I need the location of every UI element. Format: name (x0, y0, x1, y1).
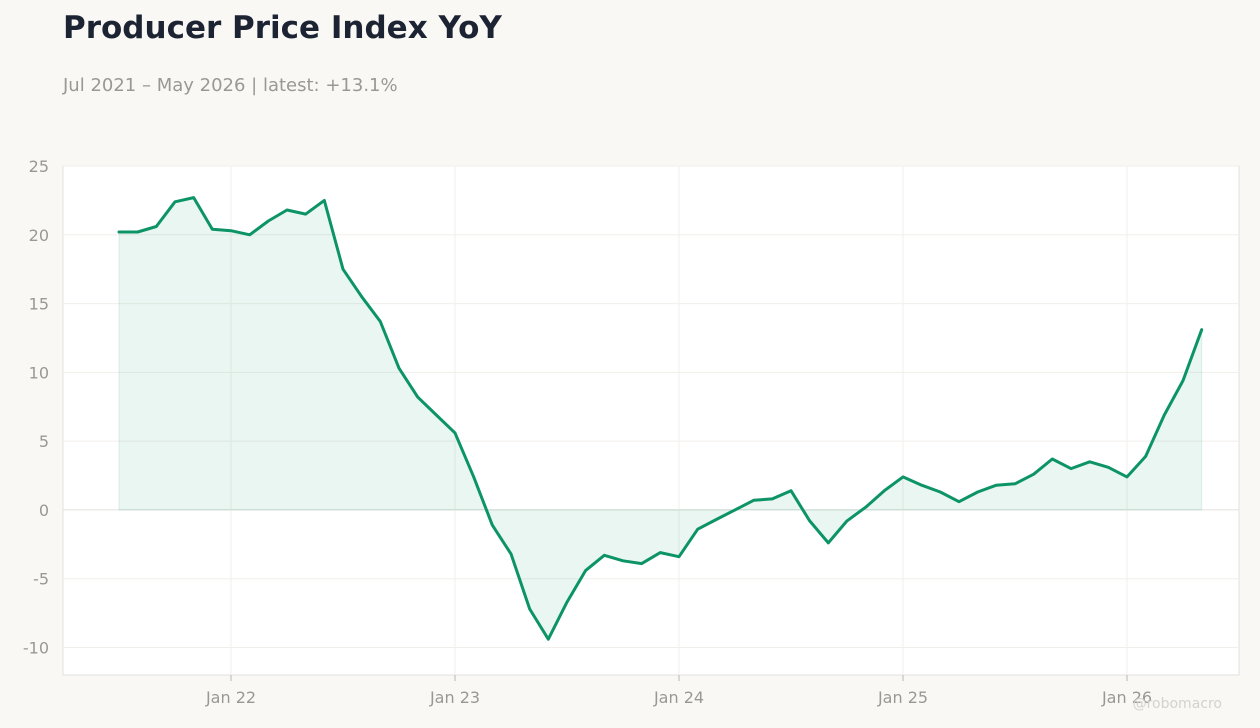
data-point (1125, 475, 1129, 479)
data-point (509, 552, 513, 556)
data-point (285, 208, 289, 212)
data-point (528, 607, 531, 611)
data-point (584, 569, 587, 572)
data-point (229, 229, 233, 232)
x-axis: Jan 22 Jan 23 Jan 24 Jan 25 Jan 26 (205, 675, 1152, 707)
data-point (640, 562, 643, 565)
x-tick-label: Jan 23 (429, 688, 480, 707)
y-tick-label: 15 (29, 295, 49, 314)
data-point (603, 554, 606, 557)
data-point (733, 508, 737, 512)
data-point (1200, 328, 1203, 331)
y-tick-label: 0 (39, 501, 49, 520)
data-point (248, 233, 251, 236)
data-point (1051, 457, 1054, 461)
data-point (677, 555, 681, 558)
data-point (1163, 413, 1166, 417)
data-point (435, 413, 438, 417)
data-point (939, 490, 942, 494)
y-tick-label: 10 (29, 363, 49, 382)
y-tick-label: 5 (39, 432, 49, 451)
data-point (379, 320, 382, 323)
data-point (304, 212, 307, 216)
data-point (491, 523, 494, 527)
data-point (976, 490, 979, 494)
data-point (211, 228, 214, 231)
data-point (267, 219, 270, 223)
data-point (136, 230, 139, 234)
data-point (752, 499, 755, 502)
y-tick-label: -10 (23, 638, 49, 657)
data-point (1144, 455, 1147, 458)
data-point (565, 600, 569, 604)
data-point (1032, 473, 1035, 476)
data-point (771, 497, 774, 501)
data-point (845, 519, 849, 523)
data-point (901, 475, 905, 479)
data-point (827, 541, 830, 545)
data-point (883, 489, 886, 492)
data-point (173, 200, 177, 203)
data-point (920, 484, 923, 487)
data-point (1181, 379, 1185, 382)
data-point (472, 475, 475, 479)
data-point (360, 295, 363, 298)
series-line-group (117, 196, 1204, 641)
data-point (397, 367, 401, 370)
data-point (789, 489, 793, 492)
data-point (808, 519, 811, 523)
data-point (715, 518, 718, 521)
data-point (1107, 466, 1110, 469)
data-point (341, 268, 345, 271)
data-point (547, 638, 550, 641)
data-point (1088, 460, 1091, 463)
data-point (117, 230, 121, 234)
data-point (1013, 482, 1017, 485)
x-tick-label: Jan 24 (653, 688, 704, 707)
x-tick-label: Jan 22 (205, 688, 256, 707)
data-point (1069, 467, 1073, 470)
data-point (696, 528, 699, 531)
data-point (155, 225, 158, 228)
y-tick-label: 20 (29, 226, 49, 245)
data-point (621, 559, 625, 562)
data-point (453, 431, 457, 435)
x-tick-label: Jan 26 (1101, 688, 1152, 707)
data-point (659, 551, 662, 554)
plot-area (62, 165, 1240, 676)
data-point (416, 395, 419, 399)
y-axis: -10 -5 0 5 10 15 20 25 (23, 157, 49, 657)
grid-lines (63, 165, 1239, 675)
watermark: @robomacro (1132, 696, 1222, 712)
x-tick-label: Jan 25 (877, 688, 928, 707)
chart-title: Producer Price Index YoY (63, 10, 502, 46)
data-point (192, 196, 195, 199)
y-tick-label: -5 (33, 570, 49, 589)
data-point (995, 484, 998, 487)
data-point (864, 506, 867, 509)
chart-subtitle: Jul 2021 – May 2026 | latest: +13.1% (63, 75, 398, 96)
data-point (323, 199, 326, 202)
y-tick-label: 25 (29, 157, 49, 176)
data-point (957, 500, 961, 503)
